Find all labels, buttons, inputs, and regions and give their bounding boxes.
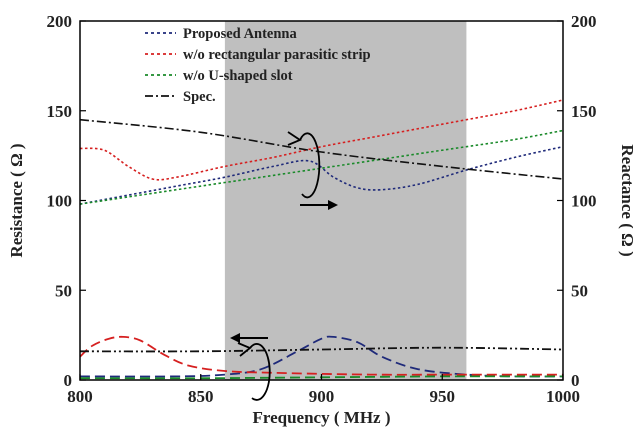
- legend-label-w-o-rectangular-parasitic-strip: w/o rectangular parasitic strip: [183, 47, 371, 63]
- y-left-tick-label: 150: [47, 102, 73, 121]
- y-left-tick-label: 0: [64, 371, 73, 390]
- series-reactance-spec: [79, 118, 564, 180]
- y-left-tick-label: 100: [47, 192, 73, 211]
- annotation-arrows: [230, 131, 338, 401]
- legend-label-w-o-u-shaped-slot: w/o U-shaped slot: [183, 68, 293, 84]
- x-tick-label: 1000: [546, 387, 580, 406]
- y-right-tick-label: 200: [571, 12, 597, 31]
- shaded-band: [224, 21, 467, 380]
- resistance-curve-indicator-head: [237, 342, 252, 357]
- series-resistance-w-o-rectangular-parasitic-strip: [79, 335, 563, 376]
- y-right-tick-label: 0: [571, 371, 580, 390]
- reactance-curve-indicator-head: [287, 131, 302, 146]
- reactance-curve-indicator: [299, 132, 321, 199]
- x-axis-label: Frequency ( MHz ): [252, 408, 390, 427]
- series-resistance-spec: [79, 346, 564, 353]
- x-tick-label: 950: [430, 387, 456, 406]
- series-resistance-proposed-antenna: [79, 335, 564, 378]
- y-axis-left-label: Resistance ( Ω ): [7, 143, 26, 257]
- y-right-tick-label: 150: [571, 102, 597, 121]
- y-right-tick-label: 50: [571, 281, 588, 300]
- y-axis-right-label: Reactance ( Ω ): [618, 144, 633, 256]
- series-reactance-proposed-antenna: [79, 145, 564, 205]
- x-tick-label: 800: [67, 387, 93, 406]
- resistance-curve-indicator: [249, 343, 271, 401]
- x-tick-label: 900: [309, 387, 335, 406]
- y-left-tick-label: 200: [47, 12, 73, 31]
- y-left-tick-label: 50: [55, 281, 72, 300]
- right-arrow-head: [328, 200, 338, 210]
- y-right-tick-label: 100: [571, 192, 597, 211]
- legend-label-spec: Spec.: [183, 89, 216, 105]
- legend-label-proposed-antenna: Proposed Antenna: [183, 26, 297, 42]
- left-arrow-head: [230, 333, 240, 343]
- legend: Proposed Antenna w/o rectangular parasiti…: [145, 26, 371, 105]
- series-reactance-w-o-rectangular-parasitic-strip: [79, 99, 564, 181]
- x-tick-label: 850: [188, 387, 214, 406]
